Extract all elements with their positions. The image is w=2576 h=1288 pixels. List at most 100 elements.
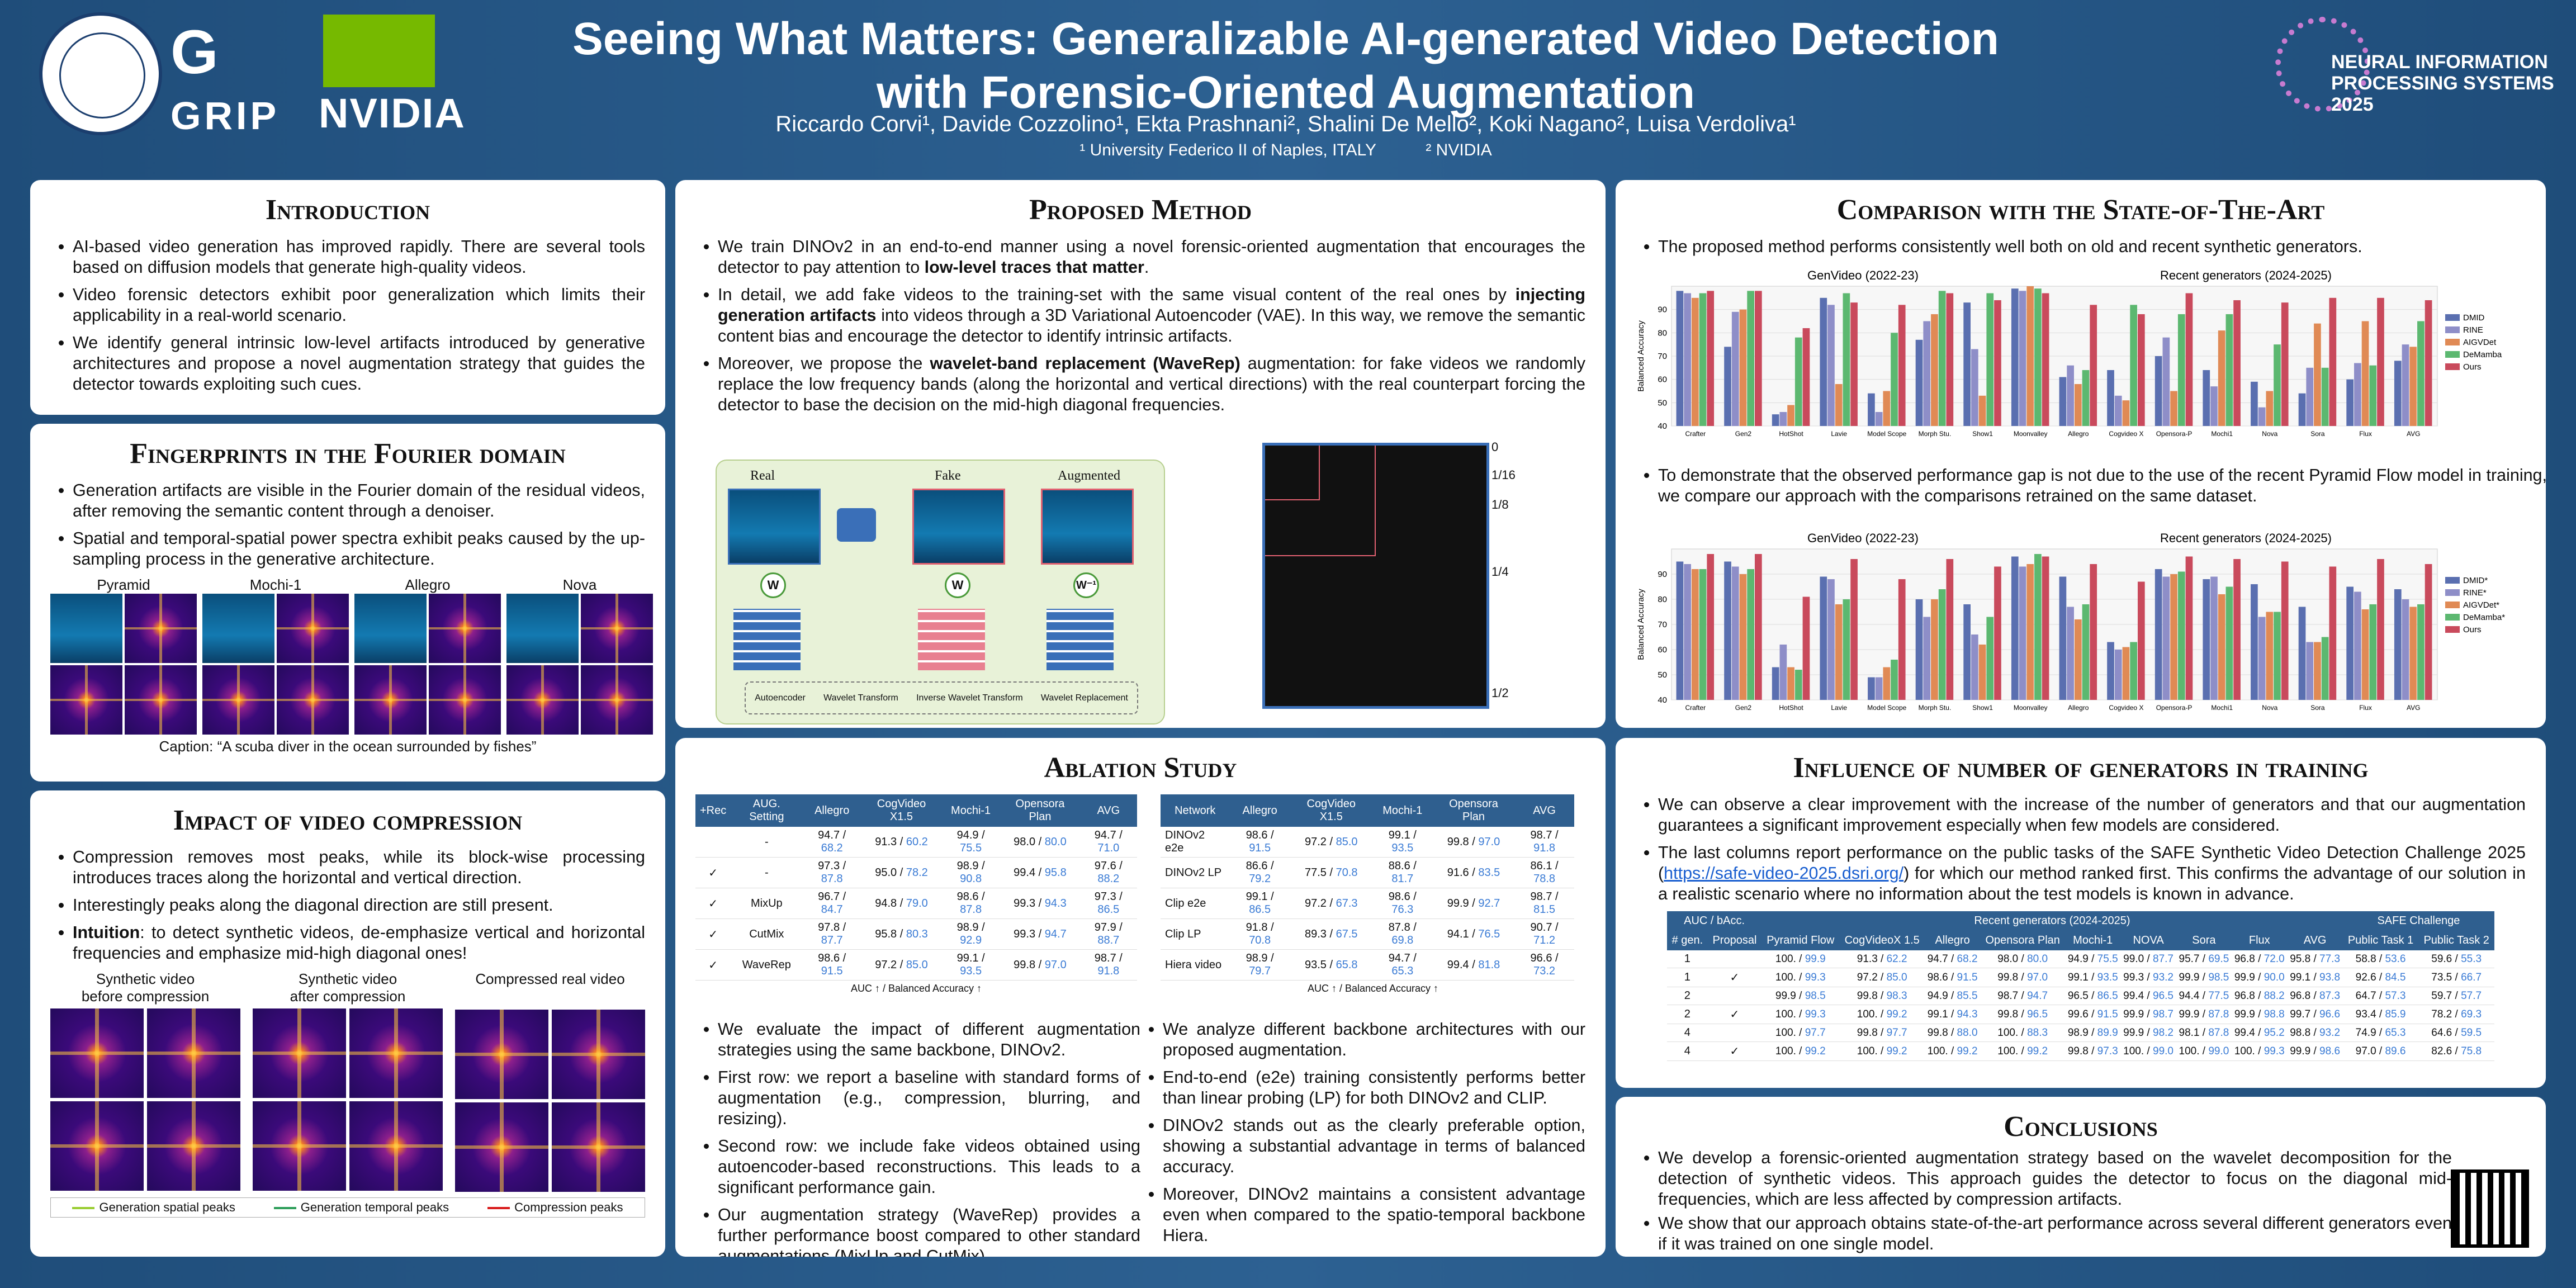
- gen-value-cell: 99.4 / 96.5: [2120, 987, 2176, 1005]
- t2-header-cell: Opensora Plan: [1432, 794, 1515, 827]
- bar: [2402, 599, 2409, 700]
- gen-header-cell: NOVA: [2120, 931, 2176, 950]
- bar: [1731, 566, 1739, 700]
- bar: [2203, 579, 2210, 700]
- bar: [2354, 363, 2361, 426]
- t1-rec-cell: ✓: [695, 918, 731, 950]
- generators-panel: Influence of number of generators in tra…: [1616, 738, 2546, 1088]
- legend-wavelet-replacement: Wavelet Replacement: [1040, 693, 1128, 703]
- gen-value-cell: 99.6 / 91.5: [2065, 1005, 2121, 1024]
- gen-header-cell: Flux: [2232, 931, 2288, 950]
- t2-network-cell: Clip e2e: [1161, 888, 1230, 919]
- gen-count-cell: 4: [1667, 1041, 1708, 1061]
- qr-code-icon[interactable]: [2451, 1169, 2529, 1248]
- bar: [1835, 604, 1843, 700]
- gen-value-cell: 96.8 / 72.0: [2232, 950, 2288, 968]
- mochi-spectrum-t1: [202, 665, 274, 735]
- poster-title: Seeing What Matters: Generalizable AI-ge…: [492, 12, 2080, 120]
- bar: [2059, 576, 2067, 700]
- t1-header-cell: AVG: [1079, 794, 1137, 827]
- comp-col3-label: Compressed real video: [475, 970, 625, 987]
- fourier-label-mochi: Mochi-1: [249, 576, 302, 593]
- gen-value-cell: 99.8 / 97.0: [1980, 968, 2066, 987]
- bar: [1883, 391, 1891, 426]
- gen-header-cell: Public Task 1: [2342, 931, 2419, 950]
- t2-header-cell: Network: [1161, 794, 1230, 827]
- sota-bullet-2: To demonstrate that the observed perform…: [1658, 465, 2546, 506]
- bar: [2314, 323, 2321, 426]
- t2-value-cell: 99.8 / 97.0: [1432, 827, 1515, 858]
- bar: [2394, 361, 2402, 426]
- t2-value-cell: 98.6 / 91.5: [1229, 827, 1290, 858]
- sota-bullet-1: The proposed method performs consistentl…: [1658, 236, 2526, 257]
- x-tick-label: HotShot: [1779, 704, 1803, 712]
- gen-value-cell: 99.4 / 95.2: [2232, 1024, 2288, 1042]
- bar: [2274, 612, 2281, 700]
- comp-before-spectrum-2: [147, 1008, 240, 1098]
- t2-value-cell: 86.1 / 78.8: [1514, 857, 1574, 888]
- x-tick-label: Morph Stu.: [1919, 704, 1952, 712]
- table-row: 4 100. / 97.7 99.8 / 97.7 99.8 / 88.0 100. /…: [1667, 1024, 2494, 1042]
- t1-value-cell: 94.8 / 79.0: [861, 888, 941, 919]
- gen-count-cell: 2: [1667, 987, 1708, 1005]
- generators-bullet-1: We can observe a clear improvement with …: [1658, 794, 2526, 836]
- bar: [1875, 412, 1883, 426]
- bar: [1787, 405, 1794, 426]
- y-tick-label: 90: [1658, 305, 1667, 315]
- table-row: ✓ -97.3 / 87.8 95.0 / 78.2 98.9 / 90.8 99.4 …: [695, 857, 1137, 888]
- conclusions-panel: Conclusions We develop a forensic-orient…: [1616, 1097, 2546, 1257]
- t2-value-cell: 99.4 / 81.8: [1432, 949, 1515, 981]
- bar: [1747, 291, 1754, 426]
- intuition-label: Intuition: [73, 923, 140, 942]
- augmented-frames-image: [1041, 489, 1134, 565]
- bar: [1794, 670, 1802, 700]
- legend-swatch: [2445, 626, 2460, 633]
- bar: [2137, 314, 2145, 426]
- method-bullet-3: Moreover, we propose the wavelet-band re…: [718, 353, 1585, 415]
- gen-value-cell: 100. / 97.7: [1761, 1024, 1840, 1042]
- gen-header-cell: Sora: [2176, 931, 2232, 950]
- gen-value-cell: 64.7 / 57.3: [2342, 987, 2419, 1005]
- t1-rec-cell: ✓: [695, 857, 731, 888]
- ablation-left-bullet-2: First row: we report a baseline with sta…: [718, 1067, 1140, 1129]
- x-tick-label: Opensora-P: [2156, 704, 2193, 712]
- bar: [2059, 377, 2067, 426]
- comp-after-spectrum-2: [349, 1008, 443, 1098]
- bar: [2034, 288, 2042, 426]
- legend-temporal: Generation temporal peaks: [273, 1200, 449, 1215]
- bar: [1963, 604, 1971, 700]
- bar: [1676, 561, 1684, 700]
- bar: [2354, 591, 2361, 700]
- gen-value-cell: 99.9 / 98.5: [2176, 968, 2232, 987]
- bar: [2266, 612, 2274, 700]
- wavelet-decomposition-image: [1262, 443, 1489, 709]
- augmented-wavelet-bands: [1046, 609, 1114, 670]
- comp-col1-line2: before compression: [81, 988, 210, 1005]
- t2-network-cell: Clip LP: [1161, 918, 1230, 950]
- gen-value-cell: 99.9 / 98.8: [2232, 1005, 2288, 1024]
- x-tick-label: Opensora-P: [2156, 430, 2193, 438]
- bar: [2042, 556, 2049, 700]
- comp-before-spectrum-3: [50, 1101, 144, 1191]
- gen-value-cell: 99.1 / 93.8: [2287, 968, 2343, 987]
- x-tick-label: Model Scope: [1867, 704, 1906, 712]
- t2-value-cell: 98.7 / 81.5: [1514, 888, 1574, 919]
- t1-value-cell: 91.3 / 60.2: [861, 827, 941, 858]
- bar: [1691, 569, 1699, 700]
- compression-bullet-3: Intuition: to detect synthetic videos, d…: [73, 922, 645, 964]
- gen-value-cell: 82.6 / 75.8: [2418, 1041, 2494, 1061]
- conclusions-bullet-1: We develop a forensic-oriented augmentat…: [1658, 1148, 2452, 1210]
- t1-value-cell: 98.7 / 91.8: [1079, 949, 1137, 981]
- y-tick-label: 40: [1658, 695, 1667, 705]
- group-label-right: Recent generators (2024-2025): [2160, 531, 2332, 545]
- bar: [1971, 349, 1978, 426]
- bar: [1820, 576, 1827, 700]
- t1-value-cell: 97.3 / 86.5: [1079, 888, 1137, 919]
- safe-challenge-link[interactable]: https://safe-video-2025.dsri.org/: [1664, 864, 1904, 883]
- gen-value-cell: 98.6 / 91.5: [1924, 968, 1981, 987]
- t1-value-cell: 95.8 / 80.3: [861, 918, 941, 950]
- compression-legend: Generation spatial peaks Generation temp…: [50, 1197, 645, 1218]
- bar: [2417, 321, 2425, 426]
- gen-value-cell: 98.0 / 80.0: [1980, 950, 2066, 968]
